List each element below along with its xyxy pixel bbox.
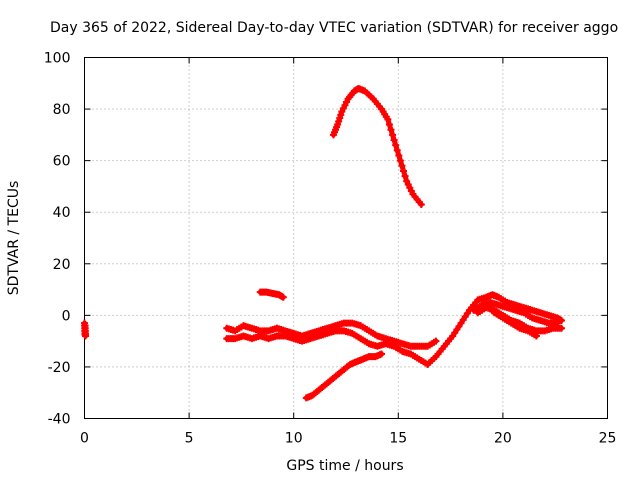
y-tick-label: 0 (62, 308, 71, 324)
data-point (432, 337, 440, 345)
data-point (389, 131, 397, 139)
data-point (392, 141, 400, 149)
data-point (393, 146, 401, 154)
y-tick-label: 100 (44, 51, 71, 67)
series-low_arc (302, 350, 386, 402)
y-tick-label: 20 (53, 257, 71, 273)
data-point (384, 115, 392, 123)
data-point (390, 136, 398, 144)
data-point (385, 121, 393, 129)
data-point (417, 200, 425, 208)
y-tick-label: 60 (53, 154, 71, 170)
series-t0_cluster (81, 319, 90, 340)
y-tick-label: -20 (48, 360, 71, 376)
x-axis-label: GPS time / hours (286, 458, 403, 474)
series-rise_arc (424, 291, 565, 368)
data-points (81, 84, 565, 402)
x-tick-label: 25 (599, 431, 617, 447)
data-point (557, 324, 565, 332)
data-point (400, 167, 408, 175)
series-decline_b (482, 301, 540, 340)
data-point (532, 332, 540, 340)
x-tick-label: 10 (285, 431, 303, 447)
y-tick-label: -40 (48, 412, 71, 428)
grid-lines (84, 57, 608, 419)
data-point (396, 157, 404, 165)
axis-ticks: 0 5 10 15 20 25 -40 -20 0 20 40 60 80 100 (44, 51, 617, 447)
plot-frame (84, 57, 608, 419)
x-tick-label: 0 (80, 431, 89, 447)
x-tick-label: 5 (185, 431, 194, 447)
data-point (81, 322, 89, 330)
data-point (557, 317, 565, 325)
data-point (398, 162, 406, 170)
data-point (378, 350, 386, 358)
x-tick-label: 15 (389, 431, 407, 447)
chart-title: Day 365 of 2022, Sidereal Day-to-day VTE… (50, 20, 618, 36)
data-point (387, 126, 395, 134)
data-point (279, 293, 287, 301)
series-decline_c (470, 298, 561, 327)
y-axis-label: SDTVAR / TECUs (6, 181, 22, 296)
y-tick-label: 40 (53, 205, 71, 221)
data-point (395, 151, 403, 159)
series-band_lower (223, 327, 432, 368)
data-point (553, 319, 561, 327)
data-point (401, 172, 409, 180)
series-high_arc (329, 84, 425, 208)
series-short_arc (256, 288, 287, 301)
y-tick-label: 80 (53, 102, 71, 118)
x-tick-label: 20 (494, 431, 512, 447)
